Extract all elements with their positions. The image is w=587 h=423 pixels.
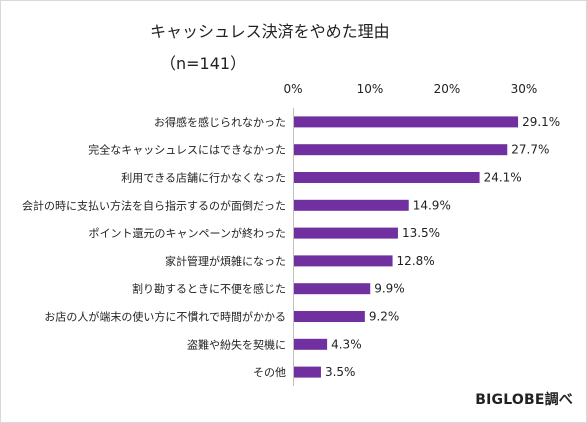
data-label: 24.1% [484, 171, 522, 185]
chart-subtitle: （n=141） [160, 54, 247, 73]
bar [294, 366, 321, 378]
category-label: お店の人が端末の使い方に不慣れで時間がかかる [44, 310, 286, 324]
bars: お得感を感じられなかった 29.1% 完全なキャッシュレスにはできなかった 27.7%… [22, 115, 560, 379]
data-label: 27.7% [511, 143, 549, 157]
data-label: 9.2% [369, 310, 400, 324]
category-label: お得感を感じられなかった [154, 116, 286, 129]
bar [294, 144, 508, 156]
x-tick-label: 20% [434, 82, 461, 96]
bar [294, 172, 480, 183]
category-label: 完全なキャッシュレスにはできなかった [88, 143, 286, 157]
category-label: その他 [253, 366, 286, 379]
x-axis-ticks: 0% 10% 20% 30% [283, 82, 537, 96]
data-label: 9.9% [374, 282, 405, 296]
data-label: 13.5% [402, 226, 440, 240]
category-label: 盗難や紛失を契機に [187, 337, 286, 351]
source-credit: BIGLOBE調べ [475, 392, 573, 408]
bar [294, 227, 398, 239]
data-label: 29.1% [522, 115, 560, 129]
category-label: ポイント還元のキャンペーンが終わった [89, 226, 286, 240]
x-tick-label: 30% [511, 82, 538, 96]
bar [294, 199, 409, 211]
data-label: 4.3% [331, 337, 362, 351]
data-label: 3.5% [325, 365, 356, 379]
chart-title: キャッシュレス決済をやめた理由 [150, 22, 390, 41]
bar [294, 116, 519, 128]
bar [294, 338, 328, 350]
category-label: 割り勘するときに不便を感じた [132, 282, 286, 296]
data-label: 12.8% [397, 254, 435, 268]
data-label: 14.9% [413, 198, 451, 212]
bar [294, 255, 393, 267]
category-label: 利用できる店舗に行かなくなった [121, 171, 286, 185]
category-label: 会計の時に支払い方法を自ら指示するのが面倒だった [22, 198, 286, 212]
x-tick-label: 0% [283, 82, 302, 96]
bar [294, 311, 365, 322]
x-tick-label: 10% [357, 82, 384, 96]
bar [294, 283, 371, 295]
category-label: 家計管理が煩雑になった [165, 254, 286, 268]
